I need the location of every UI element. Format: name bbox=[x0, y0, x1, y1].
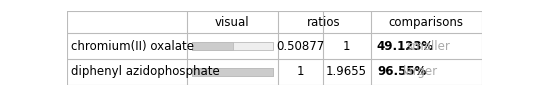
Text: 0.50877: 0.50877 bbox=[276, 40, 324, 53]
Bar bbox=[192, 42, 273, 50]
Text: 49.123%: 49.123% bbox=[377, 40, 434, 53]
Text: diphenyl azidophosphate: diphenyl azidophosphate bbox=[71, 65, 219, 78]
Bar bbox=[192, 68, 273, 76]
Bar bbox=[192, 42, 233, 50]
Text: larger: larger bbox=[403, 65, 438, 78]
Text: 96.55%: 96.55% bbox=[377, 65, 426, 78]
Bar bbox=[192, 68, 273, 76]
Text: 1.9655: 1.9655 bbox=[326, 65, 367, 78]
Text: smaller: smaller bbox=[407, 40, 451, 53]
Text: chromium(II) oxalate: chromium(II) oxalate bbox=[71, 40, 194, 53]
Text: visual: visual bbox=[215, 16, 250, 29]
Text: 1: 1 bbox=[343, 40, 350, 53]
Text: 1: 1 bbox=[296, 65, 304, 78]
Text: ratios: ratios bbox=[308, 16, 341, 29]
Text: comparisons: comparisons bbox=[388, 16, 464, 29]
